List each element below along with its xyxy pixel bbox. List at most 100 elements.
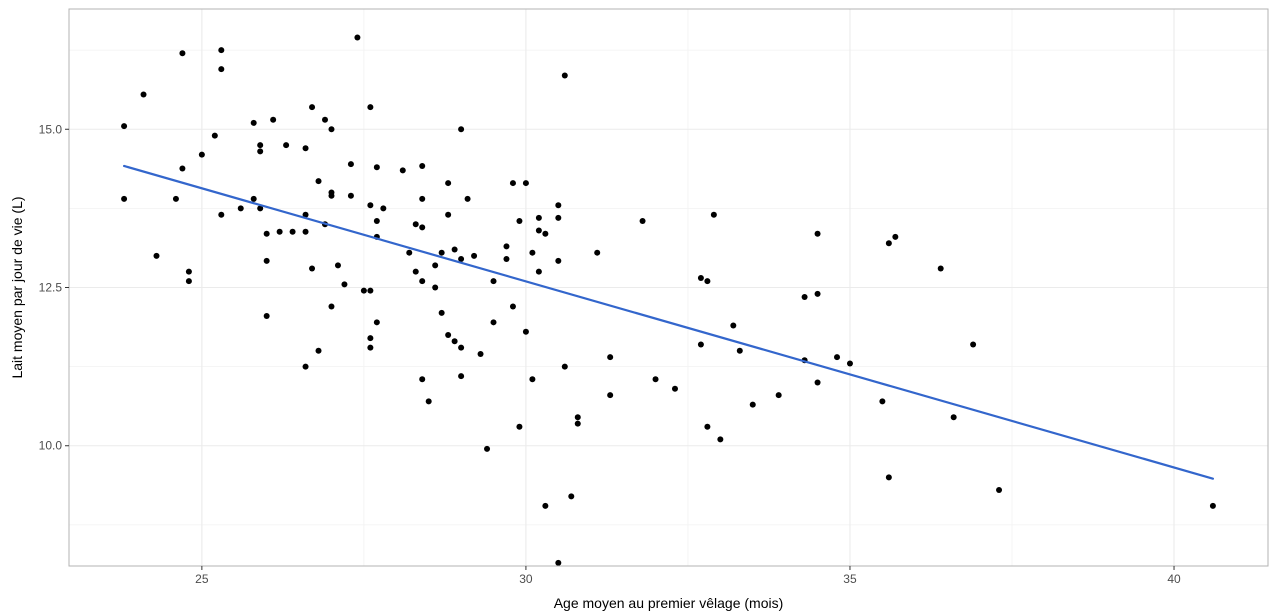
data-point: [179, 165, 186, 172]
data-point: [367, 287, 374, 294]
x-tick-label-2: 35: [843, 572, 857, 586]
data-point: [406, 249, 413, 256]
data-point: [814, 290, 821, 297]
data-point: [121, 123, 128, 130]
data-point: [996, 487, 1003, 494]
data-point: [509, 303, 516, 310]
data-point: [263, 257, 270, 264]
data-point: [302, 145, 309, 152]
data-point: [561, 363, 568, 370]
data-point: [445, 180, 452, 187]
data-point: [516, 218, 523, 225]
data-point: [542, 230, 549, 237]
data-point: [451, 338, 458, 345]
data-point: [354, 34, 361, 41]
data-point: [749, 401, 756, 408]
data-point: [250, 119, 257, 126]
data-point: [315, 178, 322, 185]
data-point: [529, 376, 536, 383]
y-tick-label-0: 10.0: [39, 439, 63, 453]
data-point: [555, 214, 562, 221]
data-point: [458, 126, 465, 133]
data-point: [347, 192, 354, 199]
data-point: [710, 211, 717, 218]
data-point: [263, 230, 270, 237]
data-point: [937, 265, 944, 272]
data-point: [121, 195, 128, 202]
data-point: [309, 265, 316, 272]
data-point: [458, 256, 465, 263]
data-point: [950, 414, 957, 421]
data-point: [302, 363, 309, 370]
data-point: [458, 344, 465, 351]
x-axis-ticks: 25 30 35 40: [195, 566, 1181, 586]
trend-line-group: [122, 164, 1215, 480]
data-point: [218, 211, 225, 218]
data-point: [309, 104, 316, 111]
data-point: [509, 180, 516, 187]
data-point: [451, 246, 458, 253]
data-point: [697, 341, 704, 348]
data-point: [172, 195, 179, 202]
data-point: [328, 303, 335, 310]
data-point: [970, 341, 977, 348]
data-point: [801, 293, 808, 300]
data-point: [522, 180, 529, 187]
data-point: [885, 240, 892, 247]
data-point: [652, 376, 659, 383]
data-point: [555, 559, 562, 566]
data-points: [121, 34, 1216, 566]
x-tick-label-1: 30: [519, 572, 533, 586]
data-point: [458, 373, 465, 380]
data-point: [367, 335, 374, 342]
data-point: [885, 474, 892, 481]
data-point: [697, 275, 704, 282]
data-point: [432, 284, 439, 291]
data-point: [283, 142, 290, 149]
data-point: [639, 218, 646, 225]
data-point: [322, 116, 329, 123]
y-axis-ticks: 10.0 12.5 15.0: [39, 122, 69, 453]
data-point: [594, 249, 601, 256]
data-point: [153, 252, 160, 259]
data-point: [380, 205, 387, 212]
data-point: [717, 436, 724, 443]
data-point: [412, 221, 419, 228]
data-point: [542, 502, 549, 509]
data-point: [257, 205, 264, 212]
data-point: [704, 423, 711, 430]
data-point: [535, 268, 542, 275]
x-axis-title: Age moyen au premier vêlage (mois): [554, 595, 784, 611]
data-point: [419, 224, 426, 231]
data-point: [574, 420, 581, 427]
data-point: [535, 227, 542, 234]
data-point: [185, 278, 192, 285]
data-point: [445, 331, 452, 338]
data-point: [237, 205, 244, 212]
data-point: [846, 360, 853, 367]
data-point: [257, 148, 264, 155]
data-point: [270, 116, 277, 123]
data-point: [879, 398, 886, 405]
trend-line: [122, 164, 1215, 480]
data-point: [814, 379, 821, 386]
data-point: [568, 493, 575, 500]
data-point: [574, 414, 581, 421]
data-point: [289, 228, 296, 235]
data-point: [250, 195, 257, 202]
data-point: [490, 319, 497, 326]
data-point: [367, 202, 374, 209]
data-point: [516, 423, 523, 430]
data-point: [503, 256, 510, 263]
data-point: [179, 50, 186, 57]
data-point: [367, 344, 374, 351]
data-point: [535, 214, 542, 221]
data-point: [503, 243, 510, 250]
data-point: [607, 392, 614, 399]
data-point: [704, 278, 711, 285]
data-point: [471, 252, 478, 259]
x-tick-label-0: 25: [195, 572, 209, 586]
y-tick-label-1: 12.5: [39, 281, 63, 295]
data-point: [555, 257, 562, 264]
data-point: [328, 126, 335, 133]
